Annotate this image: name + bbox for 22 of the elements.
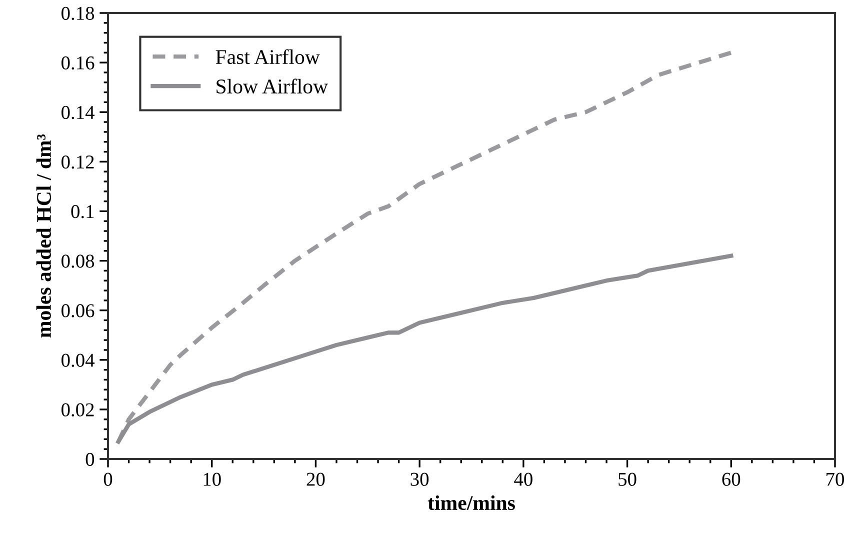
y-tick-label: 0.12 [62,155,94,169]
x-tick-label: 20 [306,472,325,486]
y-tick-label: 0.1 [71,205,94,218]
y-tick-label: 0.02 [62,403,94,416]
y-tick-label: 0.08 [62,254,94,268]
legend-label: Slow Airflow [216,78,328,94]
x-axis-title: time/mins [428,495,515,510]
y-tick-label: 0.18 [62,6,94,20]
y-tick-label: 0.16 [62,56,94,70]
x-tick-label: 50 [618,472,636,486]
x-tick-label: 10 [204,472,221,486]
x-tick-label: 0 [104,472,112,486]
x-tick-label: 40 [514,472,532,486]
y-tick-label: 0.14 [62,106,94,120]
legend-label: Fast Airflow [216,49,320,64]
y-tick-label: 0 [86,452,94,466]
x-tick-label: 70 [826,472,844,486]
y-axis-title: moles added HCl / dm³ [36,134,51,338]
x-tick-label: 30 [410,472,429,486]
y-tick-label: 0.06 [62,304,94,318]
y-tick-label: 0.04 [62,354,94,367]
x-tick-label: 60 [722,472,740,486]
